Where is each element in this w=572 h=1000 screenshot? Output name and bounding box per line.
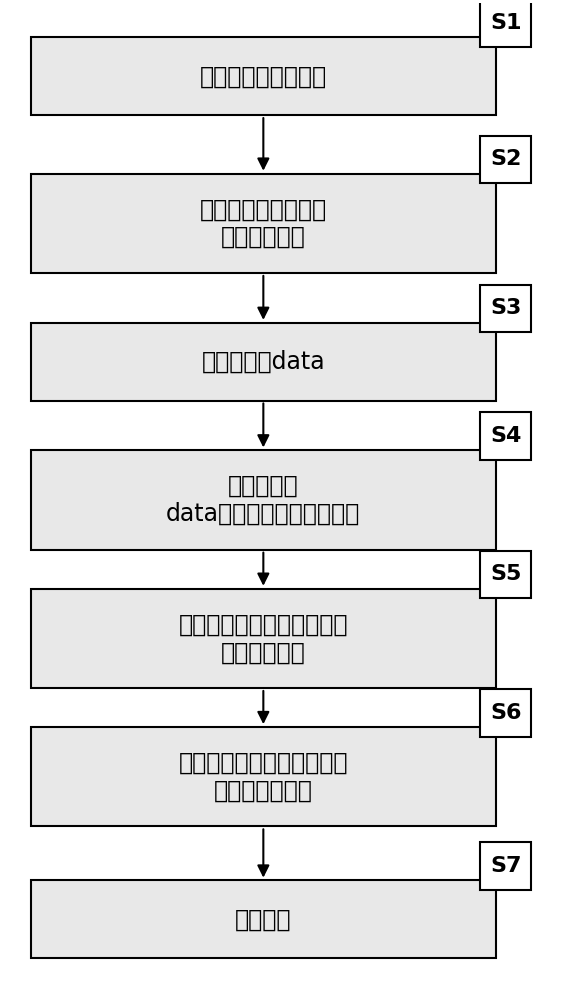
FancyBboxPatch shape — [480, 412, 531, 460]
Text: S5: S5 — [490, 564, 522, 584]
Text: 分割数据集
data构建随机森林分类模型: 分割数据集 data构建随机森林分类模型 — [166, 474, 360, 526]
Text: 生成数据集data: 生成数据集data — [201, 350, 325, 374]
FancyBboxPatch shape — [480, 689, 531, 737]
Text: 利用随机森林分类模型寻找
差异甲基化位点: 利用随机森林分类模型寻找 差异甲基化位点 — [178, 751, 348, 803]
FancyBboxPatch shape — [31, 323, 495, 401]
Text: 交叉验证: 交叉验证 — [235, 907, 292, 931]
FancyBboxPatch shape — [31, 174, 495, 273]
Text: S1: S1 — [490, 13, 522, 33]
FancyBboxPatch shape — [480, 551, 531, 598]
FancyBboxPatch shape — [31, 37, 495, 115]
FancyBboxPatch shape — [31, 450, 495, 550]
Text: 甲基化芯片数据样本: 甲基化芯片数据样本 — [200, 64, 327, 88]
FancyBboxPatch shape — [31, 589, 495, 688]
FancyBboxPatch shape — [480, 285, 531, 332]
FancyBboxPatch shape — [31, 727, 495, 826]
FancyBboxPatch shape — [31, 880, 495, 958]
Text: S7: S7 — [490, 856, 522, 876]
Text: 利用随机森林分类模型计算
特征的重要性: 利用随机森林分类模型计算 特征的重要性 — [178, 612, 348, 664]
FancyBboxPatch shape — [480, 136, 531, 183]
Text: S3: S3 — [490, 298, 522, 318]
FancyBboxPatch shape — [480, 842, 531, 890]
Text: S6: S6 — [490, 703, 522, 723]
FancyBboxPatch shape — [480, 0, 531, 47]
Text: S4: S4 — [490, 426, 522, 446]
Text: 对甲基化芯片数据样
本进行预处理: 对甲基化芯片数据样 本进行预处理 — [200, 197, 327, 249]
Text: S2: S2 — [490, 149, 522, 169]
